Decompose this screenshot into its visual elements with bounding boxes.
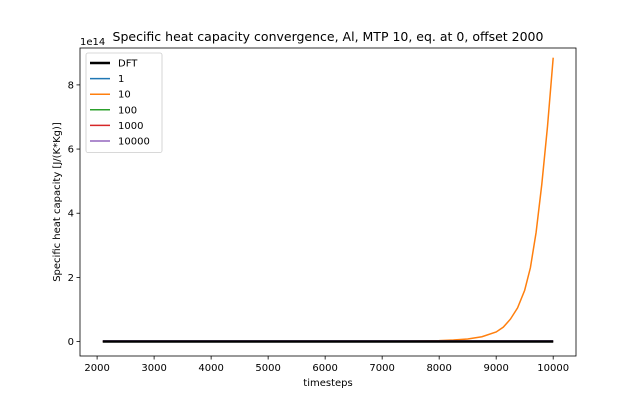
x-tick-label: 2000 xyxy=(84,363,109,374)
y-tick-label: 6 xyxy=(68,145,74,156)
legend: DFT 1 10 100 1000 10000 xyxy=(85,52,163,153)
chart-title: Specific heat capacity convergence, Al, … xyxy=(113,29,544,44)
legend-label-DFT: DFT xyxy=(118,59,138,70)
x-tick-label: 7000 xyxy=(369,363,394,374)
legend-label-1: 1 xyxy=(118,74,124,85)
x-tick-label: 8000 xyxy=(426,363,451,374)
y-tick-label: 0 xyxy=(68,337,74,348)
x-tick-label: 4000 xyxy=(198,363,223,374)
x-tick-label: 9000 xyxy=(483,363,508,374)
legend-label-10: 10 xyxy=(118,90,131,101)
y-tick-label: 8 xyxy=(68,80,74,91)
plot-area xyxy=(102,57,554,343)
axes-frame xyxy=(79,47,577,357)
legend-label-10000: 10000 xyxy=(118,137,150,148)
x-tick-label: 3000 xyxy=(141,363,166,374)
legend-label-100: 100 xyxy=(118,105,137,116)
series-line-10 xyxy=(102,57,554,343)
y-tick-label: 2 xyxy=(68,273,74,284)
y-tick-label: 4 xyxy=(68,209,74,220)
x-tick-label: 5000 xyxy=(255,363,280,374)
x-tick-label: 10000 xyxy=(537,363,569,374)
axis-ticks: 2000 3000 4000 5000 6000 7000 8000 9000 10000 0 2 4… xyxy=(68,80,569,374)
x-tick-label: 6000 xyxy=(312,363,337,374)
y-axis-label: Specific heat capacity [J/(K*Kg)] xyxy=(52,122,63,282)
x-axis-label: timesteps xyxy=(303,378,352,389)
y-offset-label: 1e14 xyxy=(80,37,105,48)
legend-label-1000: 1000 xyxy=(118,121,143,132)
